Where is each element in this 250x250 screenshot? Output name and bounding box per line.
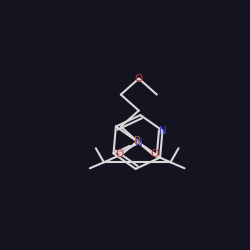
Text: B: B [134, 136, 141, 146]
Text: O: O [135, 74, 143, 84]
Text: N: N [135, 138, 143, 147]
Text: O: O [116, 149, 124, 159]
Text: N: N [158, 126, 166, 136]
Text: O: O [150, 149, 159, 159]
